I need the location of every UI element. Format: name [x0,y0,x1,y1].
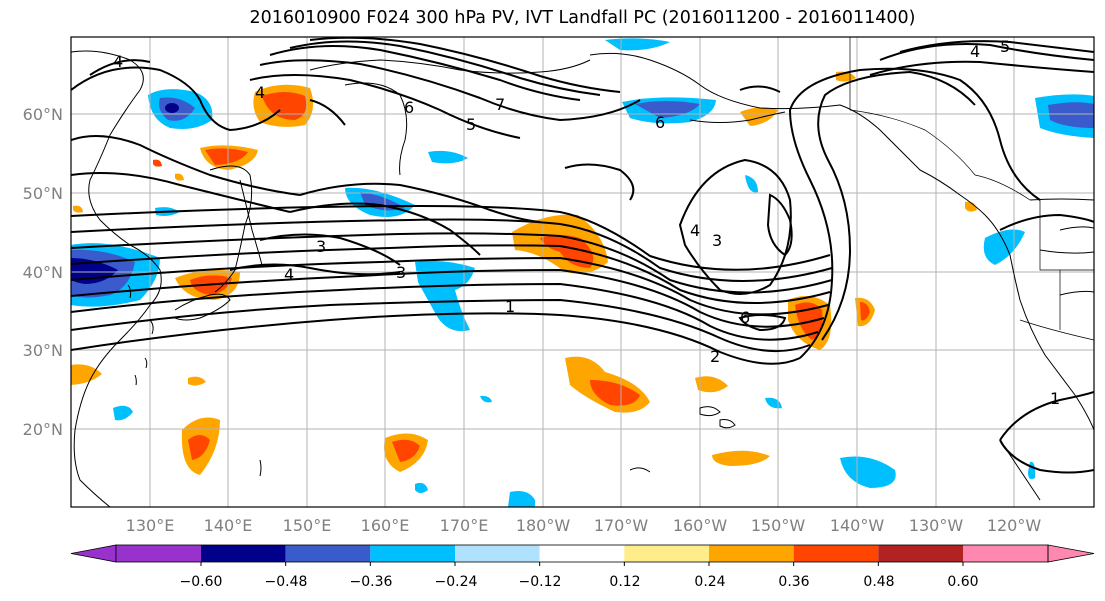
colorbar-bin [793,545,879,562]
lon-label: 120°W [987,516,1042,535]
contour-label-6: 6 [655,113,665,132]
lat-label: 50°N [23,184,63,203]
colorbar-tick-label: 0.24 [694,574,725,590]
lon-label: 160°E [361,516,410,535]
colorbar-bin [539,545,625,562]
colorbar-bin [116,545,201,562]
colorbar-tick-label: −0.48 [265,574,308,590]
contour-label-5: 5 [1000,37,1010,56]
lat-label: 20°N [23,420,63,439]
colorbar-tick-label: −0.36 [350,574,393,590]
lon-label: 180°W [516,516,571,535]
lon-label: 130°E [126,516,175,535]
colorbar-bin [370,545,455,562]
positive-anomaly-shading [71,71,977,475]
contour-label-6: 6 [740,308,750,327]
contour-label-2: 2 [710,347,720,366]
contour-label-3: 3 [396,263,406,282]
colorbar-extend-low [70,544,117,563]
colorbar-tick-label: −0.24 [435,574,478,590]
lon-label: 170°E [440,516,489,535]
map-border [70,36,1095,508]
lon-label: 140°E [204,516,253,535]
contour-label-1: 1 [505,297,515,316]
contour-label-3: 3 [316,237,326,256]
lat-label: 60°N [23,105,63,124]
contour-label-6: 6 [404,98,414,117]
boundaries [849,37,1094,341]
lon-label: 150°E [283,516,332,535]
latitude-labels: 60°N 50°N 40°N 30°N 20°N [23,105,63,439]
colorbar-extend-high [1047,544,1095,563]
colorbar-tick-label: 0.60 [947,574,978,590]
colorbar-bin [285,545,371,562]
lat-label: 30°N [23,341,63,360]
colorbar-tick-labels: −0.60 −0.48 −0.36 −0.24 −0.12 0.12 0.24 … [180,574,979,590]
colorbar-tick-label: 0.48 [863,574,894,590]
contour-label-4: 4 [255,83,265,102]
colorbar-bin [709,545,794,562]
colorbar-bin [201,545,286,562]
colorbar-tick-label: −0.12 [519,574,562,590]
contour-label-4: 4 [690,221,700,240]
pv-contours [71,37,1094,474]
lon-label: 140°W [830,516,885,535]
lon-label: 150°W [751,516,806,535]
colorbar-tick-label: 0.12 [609,574,640,590]
plot-title: 2016010900 F024 300 hPa PV, IVT Landfall… [249,8,916,28]
contour-labels: 4 4 6 5 7 3 3 4 1 6 2 6 4 3 1 4 5 [113,37,1060,408]
contour-label-7: 7 [495,95,505,114]
contour-label-4: 4 [970,42,980,61]
contour-label-3: 3 [712,231,722,250]
colorbar-bin [624,545,709,562]
colorbar-bin [878,545,963,562]
lon-label: 160°W [673,516,728,535]
contour-label-4: 4 [284,265,294,284]
colorbar [70,544,1095,566]
colorbar-tick-label: −0.60 [180,574,223,590]
colorbar-bin [963,545,1048,562]
lat-label: 40°N [23,263,63,282]
colorbar-bin [455,545,540,562]
lon-label: 130°W [909,516,964,535]
colorbar-tick-label: 0.36 [778,574,809,590]
longitude-labels: 130°E 140°E 150°E 160°E 170°E 180°W 170°… [126,516,1042,535]
coastlines [71,50,1094,507]
contour-label-4: 4 [113,52,123,71]
contour-label-1: 1 [1050,389,1060,408]
lon-label: 170°W [594,516,649,535]
contour-label-5: 5 [466,115,476,134]
colorbar-outline [115,544,1049,563]
